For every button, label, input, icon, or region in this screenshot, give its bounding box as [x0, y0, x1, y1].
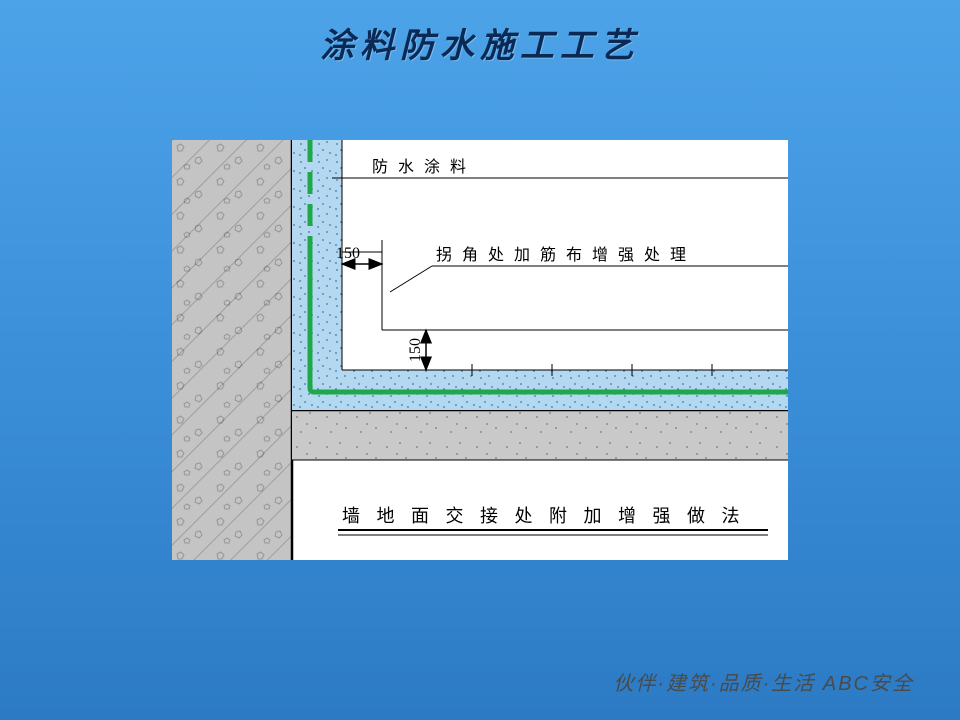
section-diagram: 150 150 防 水 涂 料 拐 角 处 加 筋 布 增 强 处 理 墙 地 …: [172, 140, 788, 560]
diagram-caption: 墙 地 面 交 接 处 附 加 增 强 做 法: [338, 506, 768, 535]
dim-horizontal-value: 150: [336, 245, 360, 262]
floor-screed: [292, 410, 788, 460]
label-coating: 防 水 涂 料: [372, 158, 469, 176]
dim-vertical: 150: [407, 330, 434, 370]
wall-aggregate: [172, 140, 292, 560]
leader-corner: 拐 角 处 加 筋 布 增 强 处 理: [390, 246, 788, 292]
label-corner: 拐 角 处 加 筋 布 增 强 处 理: [436, 246, 689, 264]
page-title: 涂料防水施工工艺: [0, 18, 960, 67]
diagram-container: 150 150 防 水 涂 料 拐 角 处 加 筋 布 增 强 处 理 墙 地 …: [172, 140, 788, 560]
dim-vertical-value: 150: [407, 338, 424, 362]
dim-horizontal: 150: [336, 240, 382, 270]
footer-text: 伙伴·建筑·品质·生活 ABC安全: [613, 667, 914, 696]
svg-text:墙 地 面 交 接 处 附 加 增 强 做 法: 墙 地 面 交 接 处 附 加 增 强 做 法: [342, 506, 746, 526]
leader-coating: 防 水 涂 料: [332, 158, 788, 178]
